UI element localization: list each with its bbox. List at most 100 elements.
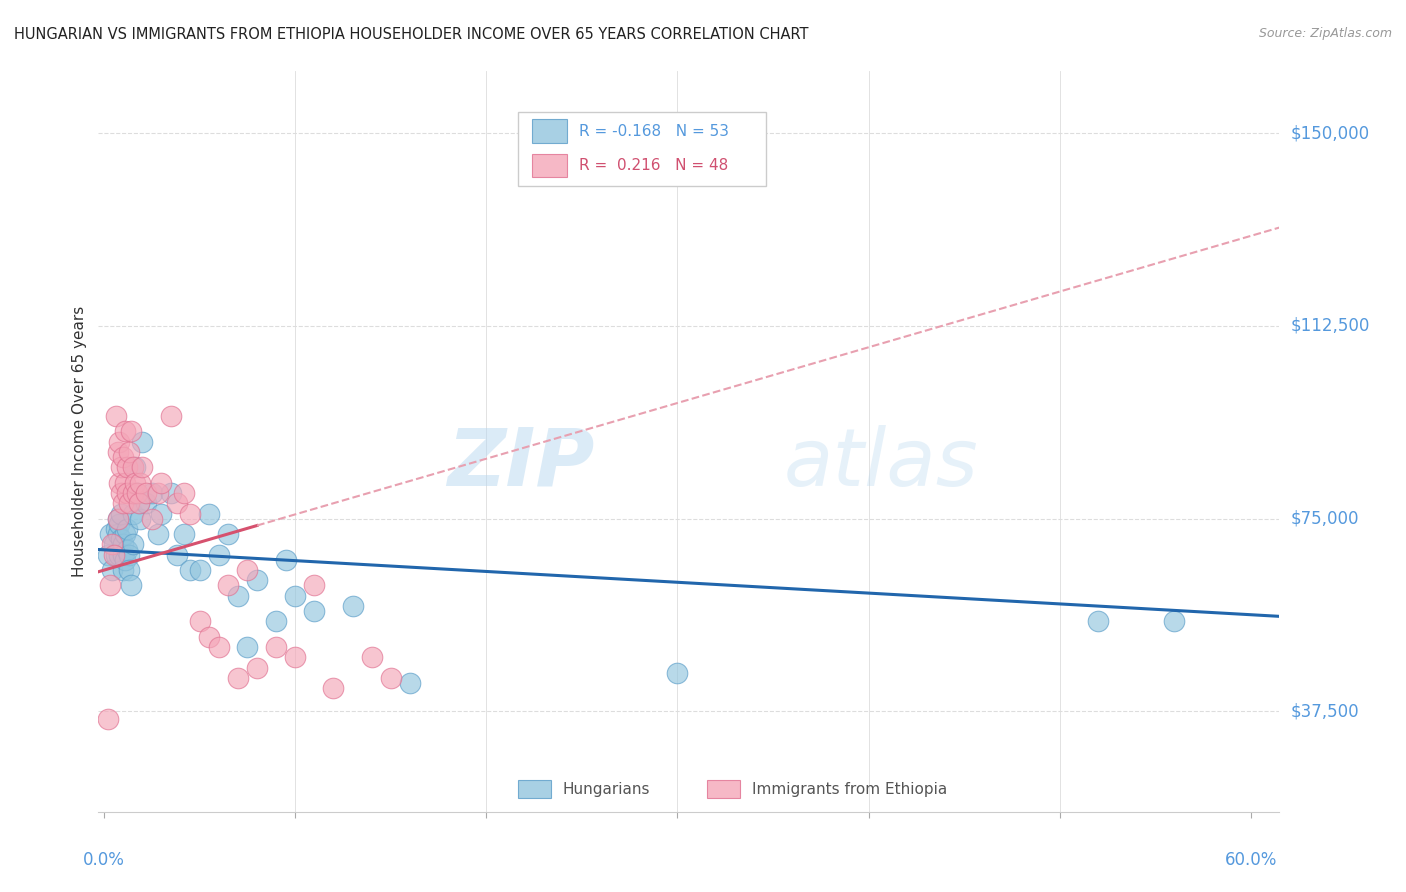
Point xyxy=(104,522,127,536)
Point xyxy=(284,589,307,603)
Point xyxy=(236,563,259,577)
Point xyxy=(118,563,141,577)
Point xyxy=(112,450,135,464)
Point xyxy=(141,486,163,500)
Point xyxy=(236,640,259,655)
Point xyxy=(121,507,143,521)
Point xyxy=(146,486,169,500)
Point xyxy=(264,615,287,629)
Text: Immigrants from Ethiopia: Immigrants from Ethiopia xyxy=(752,782,946,797)
Point xyxy=(118,445,141,459)
Point xyxy=(110,486,132,500)
Text: Source: ZipAtlas.com: Source: ZipAtlas.com xyxy=(1258,27,1392,40)
Point xyxy=(128,496,150,510)
Point xyxy=(179,563,201,577)
Point xyxy=(118,548,141,562)
Point xyxy=(110,507,132,521)
Text: R =  0.216   N = 48: R = 0.216 N = 48 xyxy=(579,158,728,173)
Point xyxy=(173,486,195,500)
Point xyxy=(360,650,382,665)
Point xyxy=(112,548,135,562)
Point xyxy=(107,511,129,525)
Point xyxy=(135,496,157,510)
Point xyxy=(128,496,150,510)
Point xyxy=(246,661,269,675)
Point xyxy=(101,537,124,551)
Point xyxy=(121,537,143,551)
Point xyxy=(150,475,173,490)
Point xyxy=(188,615,211,629)
Point xyxy=(208,548,231,562)
Point xyxy=(322,681,344,696)
Bar xyxy=(517,780,551,798)
Bar xyxy=(707,780,740,798)
Point xyxy=(112,496,135,510)
Point xyxy=(114,475,136,490)
Point xyxy=(108,434,131,449)
Point xyxy=(217,578,239,592)
Point xyxy=(160,409,183,423)
Point xyxy=(98,527,121,541)
Point xyxy=(110,533,132,547)
Point xyxy=(179,507,201,521)
Text: ZIP: ZIP xyxy=(447,425,595,503)
Point xyxy=(150,507,173,521)
Point xyxy=(173,527,195,541)
Point xyxy=(141,511,163,525)
Point xyxy=(107,511,129,525)
Text: $150,000: $150,000 xyxy=(1291,124,1369,142)
Point xyxy=(124,460,146,475)
Point xyxy=(108,475,131,490)
Point xyxy=(226,589,249,603)
Point xyxy=(115,486,138,500)
Bar xyxy=(531,120,567,144)
Text: 0.0%: 0.0% xyxy=(83,851,125,869)
Text: $112,500: $112,500 xyxy=(1291,317,1369,334)
Point xyxy=(399,676,422,690)
Point xyxy=(129,511,152,525)
Point xyxy=(217,527,239,541)
Point xyxy=(107,445,129,459)
Point xyxy=(304,578,326,592)
Point xyxy=(124,475,146,490)
Point xyxy=(121,486,143,500)
Text: 60.0%: 60.0% xyxy=(1225,851,1277,869)
Point xyxy=(188,563,211,577)
Point xyxy=(198,507,221,521)
Text: Hungarians: Hungarians xyxy=(562,782,650,797)
Point xyxy=(104,548,127,562)
Point xyxy=(112,563,135,577)
Point xyxy=(107,527,129,541)
Point xyxy=(110,460,132,475)
Point xyxy=(1087,615,1109,629)
Point xyxy=(304,604,326,618)
FancyBboxPatch shape xyxy=(517,112,766,186)
Point xyxy=(380,671,402,685)
Point xyxy=(97,548,120,562)
Point xyxy=(121,460,143,475)
Point xyxy=(103,548,125,562)
Point xyxy=(97,712,120,726)
Point xyxy=(146,527,169,541)
Point xyxy=(208,640,231,655)
Text: $75,000: $75,000 xyxy=(1291,509,1360,528)
Text: HUNGARIAN VS IMMIGRANTS FROM ETHIOPIA HOUSEHOLDER INCOME OVER 65 YEARS CORRELATI: HUNGARIAN VS IMMIGRANTS FROM ETHIOPIA HO… xyxy=(14,27,808,42)
Point xyxy=(198,630,221,644)
Point xyxy=(342,599,364,613)
Point xyxy=(131,460,153,475)
Point xyxy=(246,574,269,588)
Text: atlas: atlas xyxy=(783,425,979,503)
Point xyxy=(135,486,157,500)
Point xyxy=(114,553,136,567)
Point xyxy=(1163,615,1185,629)
Point xyxy=(115,460,138,475)
Point xyxy=(284,650,307,665)
Point xyxy=(274,553,297,567)
Point xyxy=(125,486,148,500)
Point xyxy=(131,434,153,449)
Point xyxy=(118,496,141,510)
Y-axis label: Householder Income Over 65 years: Householder Income Over 65 years xyxy=(72,306,87,577)
Point xyxy=(114,527,136,541)
Point xyxy=(115,522,138,536)
Point xyxy=(226,671,249,685)
